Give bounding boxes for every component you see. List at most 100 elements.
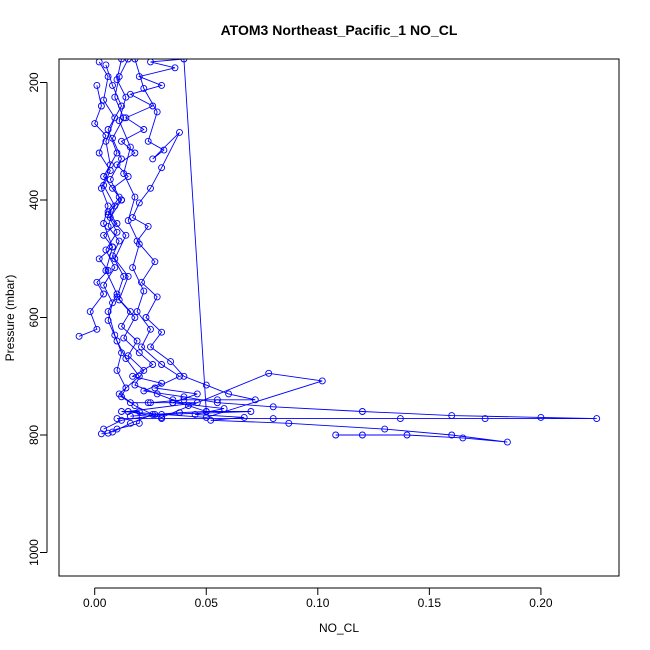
data-point xyxy=(102,246,110,254)
data-point xyxy=(126,143,134,151)
data-point xyxy=(104,429,112,437)
data-point xyxy=(106,175,114,183)
data-point xyxy=(180,396,188,404)
data-point xyxy=(403,431,411,439)
data-point xyxy=(251,396,259,404)
data-point xyxy=(104,73,112,81)
data-point xyxy=(147,59,154,66)
data-point xyxy=(118,416,125,424)
data-point xyxy=(135,408,143,415)
data-point xyxy=(129,264,137,272)
series-line-4 xyxy=(78,59,251,430)
data-point xyxy=(131,193,139,201)
data-point xyxy=(138,278,145,286)
data-point xyxy=(129,214,137,222)
x-tick-label: 0.05 xyxy=(195,596,219,610)
data-point xyxy=(131,314,139,321)
data-point xyxy=(93,278,101,286)
data-point xyxy=(269,403,277,411)
data-point xyxy=(124,59,132,63)
data-point xyxy=(140,366,148,374)
data-point xyxy=(180,59,188,63)
data-point xyxy=(113,337,121,345)
data-point xyxy=(153,293,161,301)
data-point xyxy=(135,419,143,427)
data-point xyxy=(113,228,121,236)
data-point xyxy=(169,396,177,404)
data-point xyxy=(265,369,273,377)
data-point xyxy=(131,149,139,157)
data-point xyxy=(104,267,112,274)
data-point xyxy=(126,412,134,420)
data-point xyxy=(122,384,130,392)
y-tick-label: 800 xyxy=(27,425,41,445)
y-tick-label: 200 xyxy=(27,72,41,92)
data-point xyxy=(158,379,166,387)
data-point xyxy=(115,73,123,81)
data-point xyxy=(118,155,125,163)
data-point xyxy=(202,408,210,415)
data-point xyxy=(167,358,175,366)
data-point xyxy=(111,93,119,101)
data-point xyxy=(191,410,199,418)
data-point xyxy=(120,334,128,342)
data-point xyxy=(129,372,137,380)
data-point xyxy=(100,425,108,433)
data-point xyxy=(109,134,116,142)
x-tick-label: 0.20 xyxy=(529,596,553,610)
data-point xyxy=(481,415,489,423)
data-point xyxy=(115,237,123,245)
y-axis-label: Pressure (mbar) xyxy=(3,275,17,362)
data-point xyxy=(109,299,116,307)
data-point xyxy=(100,96,108,104)
data-point xyxy=(115,390,123,398)
data-point xyxy=(142,314,150,321)
data-point xyxy=(358,431,366,439)
data-point xyxy=(537,413,545,421)
y-tick-label: 1000 xyxy=(27,539,41,566)
data-point xyxy=(176,409,183,417)
data-point xyxy=(106,167,114,175)
data-point xyxy=(120,272,128,280)
data-point xyxy=(459,434,467,442)
plot-frame xyxy=(58,58,620,577)
data-point xyxy=(396,415,404,423)
data-point xyxy=(109,184,116,192)
data-point xyxy=(102,131,110,139)
data-point xyxy=(113,366,121,374)
data-point xyxy=(100,231,108,239)
data-point xyxy=(358,408,366,415)
data-point xyxy=(184,402,192,410)
data-point xyxy=(149,155,157,163)
data-point xyxy=(158,415,166,423)
data-point xyxy=(104,316,112,324)
data-point xyxy=(140,84,148,92)
data-point xyxy=(149,410,157,418)
data-point xyxy=(133,237,141,245)
data-point xyxy=(118,59,125,63)
data-point xyxy=(126,419,134,427)
data-point xyxy=(225,390,233,398)
data-point xyxy=(207,416,215,424)
data-point xyxy=(75,332,83,340)
x-tick-label: 0.15 xyxy=(418,596,442,610)
data-point xyxy=(100,181,108,189)
data-point xyxy=(122,355,130,363)
data-point xyxy=(171,64,179,72)
series-line-1 xyxy=(98,61,323,435)
data-point xyxy=(151,258,159,266)
data-point xyxy=(158,361,166,368)
data-point xyxy=(147,399,154,407)
data-point xyxy=(118,137,125,145)
data-point xyxy=(131,59,139,63)
data-point xyxy=(135,349,143,357)
data-point xyxy=(104,222,112,230)
data-point xyxy=(593,415,601,423)
data-point xyxy=(213,396,221,404)
data-point xyxy=(269,415,277,423)
series-line-5 xyxy=(132,59,256,404)
data-point xyxy=(160,146,168,154)
data-point xyxy=(180,372,188,380)
data-point xyxy=(113,293,121,301)
